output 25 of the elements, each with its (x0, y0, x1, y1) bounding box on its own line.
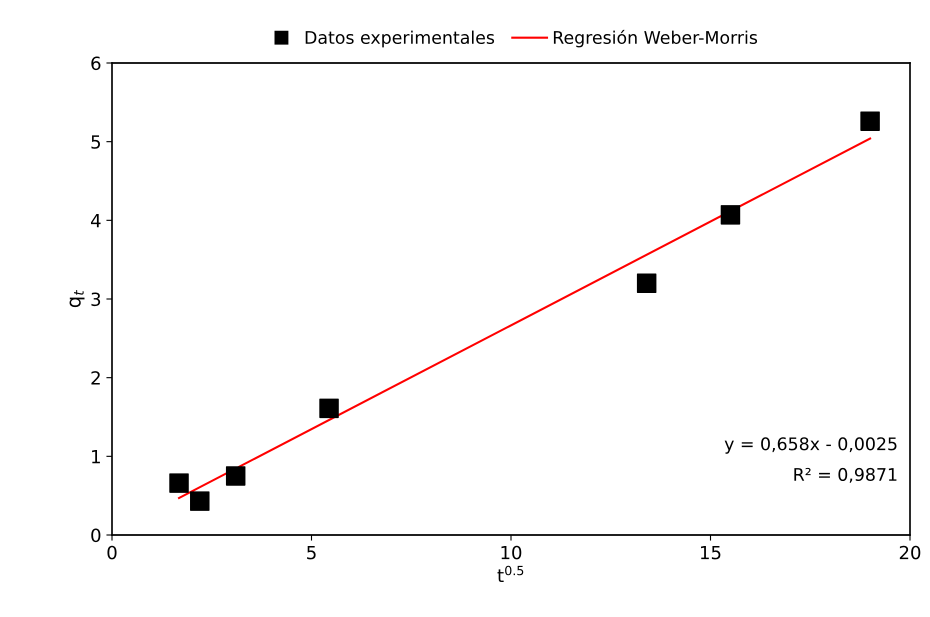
y-tick-label: 5 (91, 135, 100, 149)
x-tick-label: 0 (107, 546, 117, 560)
point (226, 466, 246, 486)
annotation: R² = 0,9871 (794, 468, 896, 483)
x-tick-label: 20 (900, 546, 920, 560)
x-tick-label: 5 (307, 546, 316, 560)
y-tick-label: 6 (91, 56, 100, 70)
point (319, 398, 339, 418)
point (720, 205, 740, 225)
x-axis-title: t$^{0.5}$ (497, 566, 524, 582)
point (169, 473, 189, 493)
point (190, 491, 210, 511)
legend-label: Regresión Weber-Morris (554, 30, 758, 48)
x-tick-label: 10 (501, 546, 522, 560)
x-tick-label: 15 (700, 546, 720, 560)
y-tick-label: 3 (91, 292, 100, 306)
y-tick-label: 2 (91, 371, 100, 385)
point (636, 274, 656, 294)
annotation: y = 0,658x - 0,0025 (724, 437, 897, 454)
y-tick-label: 0 (91, 528, 100, 542)
point (860, 111, 880, 131)
y-axis-title: q$_{t}$ (70, 290, 84, 308)
y-tick-label: 4 (90, 214, 101, 228)
legend-label: Datos experimentales (306, 30, 494, 48)
y-tick-label: 1 (92, 450, 100, 464)
